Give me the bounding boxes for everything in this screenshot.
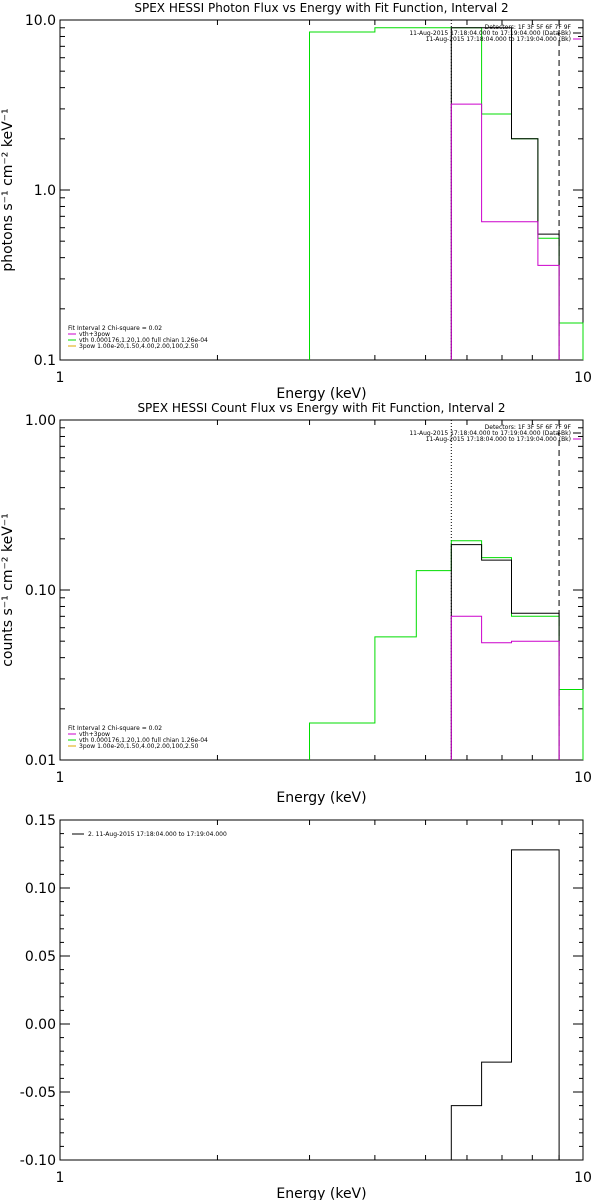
x-tick-label: 1 xyxy=(56,1170,65,1186)
fit-legend-entry: vth 0.000176,1.20,1.00 full chian 1.26e-… xyxy=(79,737,208,744)
header-line: Detectors: 1F 3F 5F 6F 7F 9F xyxy=(485,424,572,431)
y-tick-label: 0.15 xyxy=(25,813,56,829)
chart-title: SPEX HESSI Photon Flux vs Energy with Fi… xyxy=(134,1,508,15)
header-line: 11-Aug-2015 17:18:04.000 to 17:19:04.000… xyxy=(409,430,571,437)
y-tick-label: 1.00 xyxy=(25,413,56,429)
y-tick-label: 0.00 xyxy=(25,1017,56,1033)
y-axis-label: photons s⁻¹ cm⁻² keV⁻¹ xyxy=(0,108,16,271)
chart-title: SPEX HESSI Count Flux vs Energy with Fit… xyxy=(137,401,505,415)
x-tick-label: 10 xyxy=(574,370,592,386)
plot-frame xyxy=(59,419,584,761)
y-tick-label: 0.1 xyxy=(34,353,56,369)
header-line: 11-Aug-2015 17:18:04.000 to 17:19:04.000… xyxy=(426,36,571,43)
header-line: 11-Aug-2015 17:18:04.000 to 17:19:04.000… xyxy=(409,30,571,37)
header-line: Detectors: 1F 3F 5F 6F 7F 9F xyxy=(485,24,572,31)
series-line-2 xyxy=(450,27,560,360)
y-tick-label: 1.0 xyxy=(34,183,56,199)
x-axis-label: Energy (keV) xyxy=(276,790,366,806)
y-tick-label: 0.10 xyxy=(25,583,56,599)
series-line-1 xyxy=(309,27,584,360)
header-line: 11-Aug-2015 17:18:04.000 to 17:19:04.000… xyxy=(426,436,571,443)
x-axis-label: Energy (keV) xyxy=(276,1186,366,1200)
x-tick-label: 10 xyxy=(574,1170,592,1186)
x-tick-label: 1 xyxy=(56,770,65,786)
series-line-3 xyxy=(450,103,560,360)
fit-legend-header: Fit Interval 2 Chi-square = 0.02 xyxy=(68,325,162,332)
y-tick-label: 0.01 xyxy=(25,753,56,769)
fit-legend-entry: vth+3pow xyxy=(79,731,110,738)
x-axis-label: Energy (keV) xyxy=(276,386,366,402)
x-tick-label: 1 xyxy=(56,370,65,386)
legend-entry: 2. 11-Aug-2015 17:18:04.000 to 17:19:04.… xyxy=(88,831,227,838)
fit-legend-entry: 3pow 1.00e-20,1.50,4.00,2.00,100,2.50 xyxy=(79,743,199,750)
fit-legend-entry: vth+3pow xyxy=(79,331,110,338)
series-line-3 xyxy=(450,615,560,760)
fit-legend-header: Fit Interval 2 Chi-square = 0.02 xyxy=(68,725,162,732)
chart-panel-3: 1 10 0.15 0.10 0.05 0.00 -0.05 -0.10 Energy (keV… xyxy=(20,813,592,1200)
y-tick-label: 0.10 xyxy=(25,881,56,897)
y-tick-label: 10.0 xyxy=(25,13,56,29)
series-line-2 xyxy=(450,544,560,760)
series-line-1 xyxy=(450,849,560,1160)
y-axis-label: counts s⁻¹ cm⁻² keV⁻¹ xyxy=(0,513,16,667)
chart-panel-1: SPEX HESSI Photon Flux vs Energy with Fi… xyxy=(0,1,592,402)
fit-legend-entry: vth 0.000176,1.20,1.00 full chian 1.26e-… xyxy=(79,337,208,344)
chart-panel-2: SPEX HESSI Count Flux vs Energy with Fit… xyxy=(0,401,592,806)
x-tick-label: 10 xyxy=(574,770,592,786)
y-tick-label: -0.10 xyxy=(20,1153,56,1169)
plot-frame xyxy=(59,819,584,1161)
y-tick-label: -0.05 xyxy=(20,1085,56,1101)
fit-legend-entry: 3pow 1.00e-20,1.50,4.00,2.00,100,2.50 xyxy=(79,343,199,350)
plot-frame xyxy=(59,19,584,361)
y-tick-label: 0.05 xyxy=(25,949,56,965)
series-line-1 xyxy=(309,540,584,760)
